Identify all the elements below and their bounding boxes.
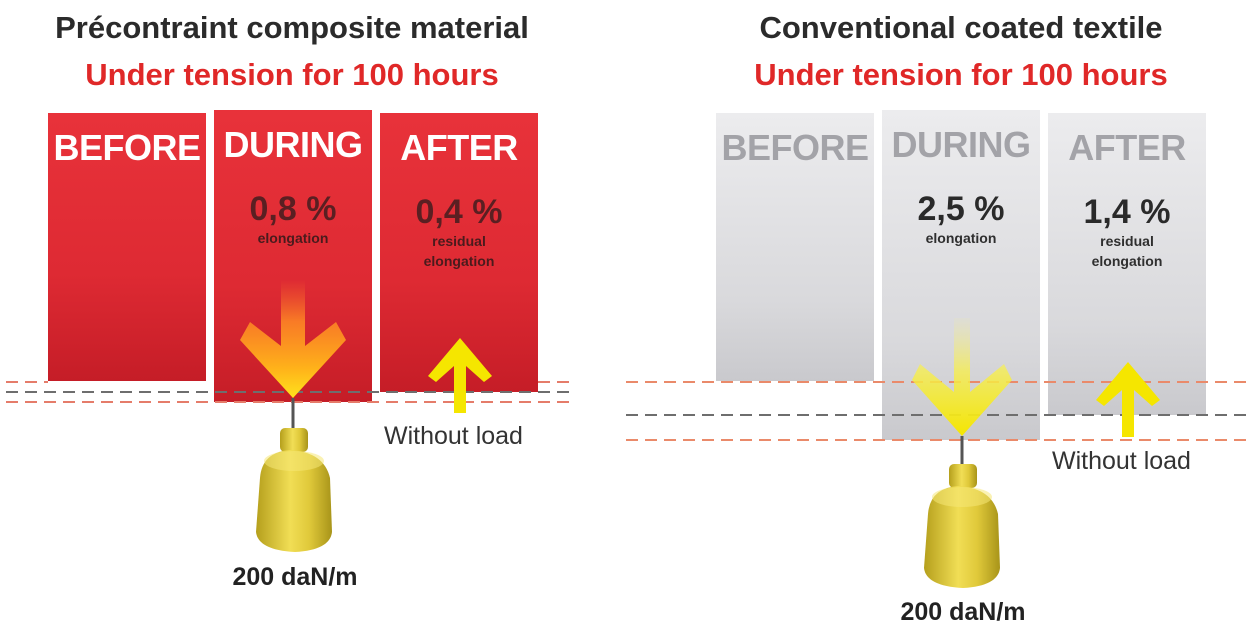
- right-title: Conventional coated textile: [759, 10, 1163, 45]
- weight-icon: [256, 398, 332, 552]
- residual-caption-line-2: elongation: [423, 253, 495, 269]
- elongation-caption: elongation: [925, 230, 997, 246]
- right-panel-before: BEFORE: [716, 113, 874, 381]
- panel-label: BEFORE: [53, 127, 201, 168]
- down-arrow-icon: [912, 318, 1012, 436]
- elongation-caption: elongation: [257, 230, 329, 246]
- residual-elongation-value: 0,4 %: [415, 193, 503, 231]
- elongation-value: 2,5 %: [917, 190, 1005, 228]
- residual-caption-line-1: residual: [432, 233, 486, 249]
- panel-label: DURING: [891, 124, 1032, 165]
- down-arrow-icon: [240, 280, 346, 398]
- residual-caption-line-2: elongation: [1091, 253, 1163, 269]
- right-without-load-label: Without load: [1052, 447, 1191, 475]
- panel-label: AFTER: [1068, 127, 1186, 168]
- up-arrow-icon: [428, 338, 492, 413]
- residual-elongation-value: 1,4 %: [1083, 193, 1171, 231]
- elongation-value: 0,8 %: [249, 190, 337, 228]
- up-arrow-icon: [1096, 362, 1160, 437]
- weight-icon: [924, 436, 1000, 588]
- right-load-label: 200 daN/m: [900, 598, 1026, 626]
- panel-label: DURING: [223, 124, 364, 165]
- panel-label: BEFORE: [721, 127, 869, 168]
- left-title: Précontraint composite material: [55, 10, 529, 45]
- left-load-label: 200 daN/m: [232, 563, 358, 591]
- left-reference-lines: [6, 381, 575, 403]
- left-without-load-label: Without load: [384, 422, 523, 450]
- residual-caption-line-1: residual: [1100, 233, 1154, 249]
- left-subtitle: Under tension for 100 hours: [85, 57, 499, 92]
- panel-label: AFTER: [400, 127, 518, 168]
- right-subtitle: Under tension for 100 hours: [754, 57, 1168, 92]
- left-panel-before: BEFORE: [48, 113, 206, 381]
